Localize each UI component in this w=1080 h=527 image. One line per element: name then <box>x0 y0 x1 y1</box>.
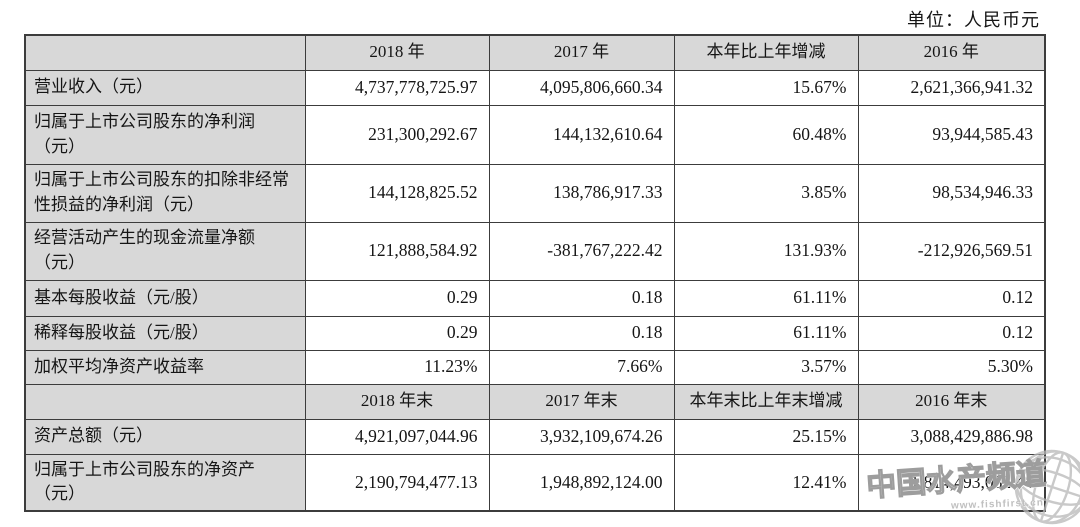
value-2016: 2,621,366,941.32 <box>857 69 1046 106</box>
value-2016: 0.12 <box>857 279 1046 317</box>
table-row-net-profit: 归属于上市公司股东的净利润（元） 231,300,292.67 144,132,… <box>24 104 1046 165</box>
value-2018: 2,190,794,477.13 <box>304 453 490 512</box>
value-2017: -381,767,222.42 <box>488 221 675 281</box>
table-row-deducted-net-profit: 归属于上市公司股东的扣除非经常性损益的净利润（元） 144,128,825.52… <box>24 163 1046 223</box>
row-label: 基本每股收益（元/股） <box>24 279 306 317</box>
row-label: 稀释每股收益（元/股） <box>24 315 306 351</box>
value-change: 3.57% <box>673 349 859 385</box>
row-label: 经营活动产生的现金流量净额（元） <box>24 221 306 281</box>
value-2018: 11.23% <box>304 349 490 385</box>
value-2016: 1,814,493,082.44 <box>857 453 1046 512</box>
value-2017: 144,132,610.64 <box>488 104 675 165</box>
value-2018: 4,921,097,044.96 <box>304 418 490 455</box>
value-2017: 7.66% <box>488 349 675 385</box>
financial-summary-table: 2018 年 2017 年 本年比上年增减 2016 年 营业收入（元） 4,7… <box>24 34 1046 512</box>
value-2016: 5.30% <box>857 349 1046 385</box>
header-2018: 2018 年 <box>304 34 490 71</box>
header-2017-end: 2017 年末 <box>488 383 675 420</box>
value-change: 15.67% <box>673 69 859 106</box>
row-label: 归属于上市公司股东的净资产（元） <box>24 453 306 512</box>
table-row-diluted-eps: 稀释每股收益（元/股） 0.29 0.18 61.11% 0.12 <box>24 315 1046 351</box>
value-2016: 98,534,946.33 <box>857 163 1046 223</box>
value-2018: 0.29 <box>304 315 490 351</box>
value-2017: 138,786,917.33 <box>488 163 675 223</box>
value-2018: 0.29 <box>304 279 490 317</box>
value-2018: 144,128,825.52 <box>304 163 490 223</box>
value-change: 61.11% <box>673 315 859 351</box>
year-end-header-row: 2018 年末 2017 年末 本年末比上年末增减 2016 年末 <box>24 383 1046 420</box>
value-2018: 4,737,778,725.97 <box>304 69 490 106</box>
row-label: 归属于上市公司股东的净利润（元） <box>24 104 306 165</box>
value-2016: -212,926,569.51 <box>857 221 1046 281</box>
annual-header-row: 2018 年 2017 年 本年比上年增减 2016 年 <box>24 34 1046 71</box>
value-2017: 0.18 <box>488 279 675 317</box>
value-change: 60.48% <box>673 104 859 165</box>
row-label: 营业收入（元） <box>24 69 306 106</box>
header-2018-end: 2018 年末 <box>304 383 490 420</box>
header-empty-cell <box>24 383 306 420</box>
value-change: 3.85% <box>673 163 859 223</box>
value-change: 12.41% <box>673 453 859 512</box>
row-label: 归属于上市公司股东的扣除非经常性损益的净利润（元） <box>24 163 306 223</box>
value-2017: 4,095,806,660.34 <box>488 69 675 106</box>
value-change: 25.15% <box>673 418 859 455</box>
value-2017: 1,948,892,124.00 <box>488 453 675 512</box>
table-row-basic-eps: 基本每股收益（元/股） 0.29 0.18 61.11% 0.12 <box>24 279 1046 317</box>
value-2018: 231,300,292.67 <box>304 104 490 165</box>
table-row-weighted-avg-roe: 加权平均净资产收益率 11.23% 7.66% 3.57% 5.30% <box>24 349 1046 385</box>
header-yoy-change: 本年比上年增减 <box>673 34 859 71</box>
header-2016-end: 2016 年末 <box>857 383 1046 420</box>
table-row-revenue: 营业收入（元） 4,737,778,725.97 4,095,806,660.3… <box>24 69 1046 106</box>
value-2016: 0.12 <box>857 315 1046 351</box>
row-label: 加权平均净资产收益率 <box>24 349 306 385</box>
table-row-operating-cash-flow: 经营活动产生的现金流量净额（元） 121,888,584.92 -381,767… <box>24 221 1046 281</box>
unit-label: 单位：人民币元 <box>907 10 1040 30</box>
value-2018: 121,888,584.92 <box>304 221 490 281</box>
header-yoy-end-change: 本年末比上年末增减 <box>673 383 859 420</box>
value-2016: 3,088,429,886.98 <box>857 418 1046 455</box>
row-label: 资产总额（元） <box>24 418 306 455</box>
value-change: 131.93% <box>673 221 859 281</box>
table-row-total-assets: 资产总额（元） 4,921,097,044.96 3,932,109,674.2… <box>24 418 1046 455</box>
table-row-net-assets: 归属于上市公司股东的净资产（元） 2,190,794,477.13 1,948,… <box>24 453 1046 512</box>
value-change: 61.11% <box>673 279 859 317</box>
value-2017: 0.18 <box>488 315 675 351</box>
header-empty-cell <box>24 34 306 71</box>
value-2017: 3,932,109,674.26 <box>488 418 675 455</box>
header-2017: 2017 年 <box>488 34 675 71</box>
header-2016: 2016 年 <box>857 34 1046 71</box>
value-2016: 93,944,585.43 <box>857 104 1046 165</box>
